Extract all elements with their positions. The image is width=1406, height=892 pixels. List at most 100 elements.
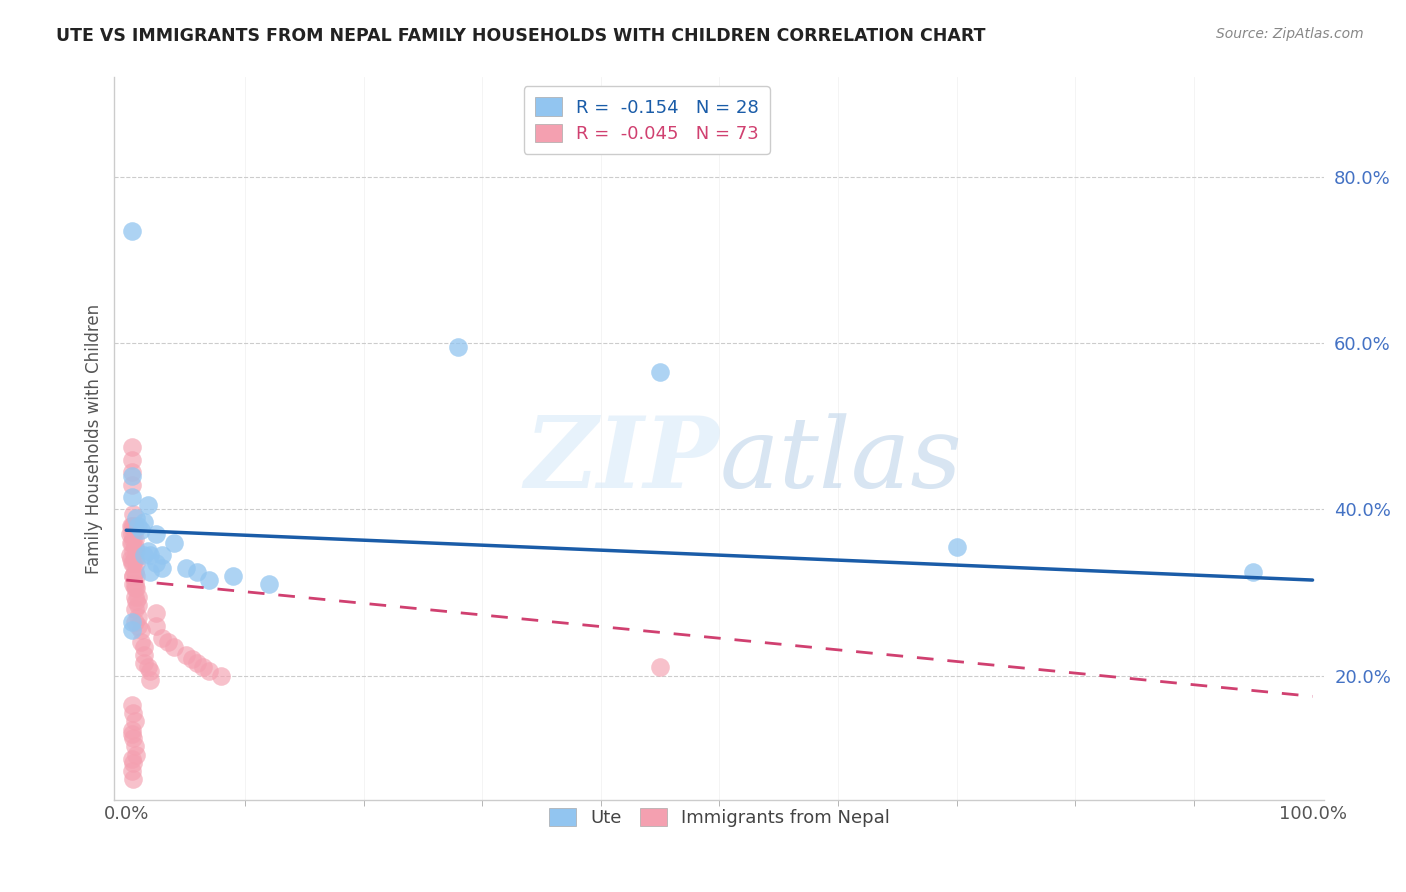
- Point: [127, 519, 149, 533]
- Point: [150, 631, 173, 645]
- Point: [122, 772, 145, 787]
- Point: [122, 756, 145, 770]
- Legend: Ute, Immigrants from Nepal: Ute, Immigrants from Nepal: [541, 801, 897, 835]
- Point: [124, 577, 146, 591]
- Point: [118, 527, 141, 541]
- Point: [145, 619, 167, 633]
- Point: [120, 552, 142, 566]
- Point: [124, 565, 146, 579]
- Point: [127, 619, 149, 633]
- Point: [121, 527, 143, 541]
- Point: [121, 224, 143, 238]
- Point: [122, 706, 145, 720]
- Point: [121, 469, 143, 483]
- Point: [125, 569, 148, 583]
- Point: [145, 527, 167, 541]
- Point: [122, 507, 145, 521]
- Point: [125, 594, 148, 608]
- Point: [125, 544, 148, 558]
- Point: [139, 548, 162, 562]
- Point: [186, 565, 208, 579]
- Point: [124, 739, 146, 754]
- Point: [145, 607, 167, 621]
- Point: [139, 665, 162, 679]
- Point: [198, 665, 221, 679]
- Point: [180, 652, 202, 666]
- Point: [150, 548, 173, 562]
- Point: [124, 523, 146, 537]
- Point: [121, 477, 143, 491]
- Point: [124, 602, 146, 616]
- Point: [122, 569, 145, 583]
- Point: [136, 660, 159, 674]
- Point: [132, 515, 155, 529]
- Point: [127, 590, 149, 604]
- Point: [121, 519, 143, 533]
- Point: [174, 560, 197, 574]
- Point: [124, 590, 146, 604]
- Text: Source: ZipAtlas.com: Source: ZipAtlas.com: [1216, 27, 1364, 41]
- Point: [136, 498, 159, 512]
- Point: [122, 731, 145, 745]
- Point: [163, 640, 186, 654]
- Text: atlas: atlas: [720, 413, 962, 508]
- Point: [121, 557, 143, 571]
- Point: [121, 452, 143, 467]
- Point: [145, 557, 167, 571]
- Point: [124, 714, 146, 729]
- Point: [447, 341, 470, 355]
- Point: [121, 727, 143, 741]
- Point: [257, 577, 280, 591]
- Point: [122, 577, 145, 591]
- Point: [222, 569, 245, 583]
- Point: [132, 648, 155, 662]
- Point: [121, 698, 143, 712]
- Point: [209, 668, 232, 682]
- Point: [124, 615, 146, 629]
- Point: [121, 465, 143, 479]
- Point: [124, 519, 146, 533]
- Point: [118, 548, 141, 562]
- Point: [122, 532, 145, 546]
- Point: [156, 635, 179, 649]
- Point: [132, 548, 155, 562]
- Y-axis label: Family Households with Children: Family Households with Children: [86, 304, 103, 574]
- Point: [1241, 565, 1264, 579]
- Point: [124, 582, 146, 596]
- Point: [125, 747, 148, 762]
- Point: [124, 532, 146, 546]
- Point: [945, 540, 967, 554]
- Point: [127, 610, 149, 624]
- Text: ZIP: ZIP: [524, 412, 720, 508]
- Point: [129, 523, 152, 537]
- Point: [132, 656, 155, 670]
- Text: UTE VS IMMIGRANTS FROM NEPAL FAMILY HOUSEHOLDS WITH CHILDREN CORRELATION CHART: UTE VS IMMIGRANTS FROM NEPAL FAMILY HOUS…: [56, 27, 986, 45]
- Point: [121, 490, 143, 504]
- Point: [139, 565, 162, 579]
- Point: [127, 598, 149, 612]
- Point: [124, 540, 146, 554]
- Point: [193, 660, 215, 674]
- Point: [121, 723, 143, 737]
- Point: [122, 569, 145, 583]
- Point: [163, 535, 186, 549]
- Point: [122, 557, 145, 571]
- Point: [125, 557, 148, 571]
- Point: [121, 752, 143, 766]
- Point: [648, 365, 671, 379]
- Point: [648, 660, 671, 674]
- Point: [121, 615, 143, 629]
- Point: [198, 573, 221, 587]
- Point: [122, 519, 145, 533]
- Point: [125, 582, 148, 596]
- Point: [121, 623, 143, 637]
- Point: [174, 648, 197, 662]
- Point: [120, 519, 142, 533]
- Point: [120, 535, 142, 549]
- Point: [132, 640, 155, 654]
- Point: [136, 544, 159, 558]
- Point: [125, 510, 148, 524]
- Point: [129, 623, 152, 637]
- Point: [150, 560, 173, 574]
- Point: [124, 552, 146, 566]
